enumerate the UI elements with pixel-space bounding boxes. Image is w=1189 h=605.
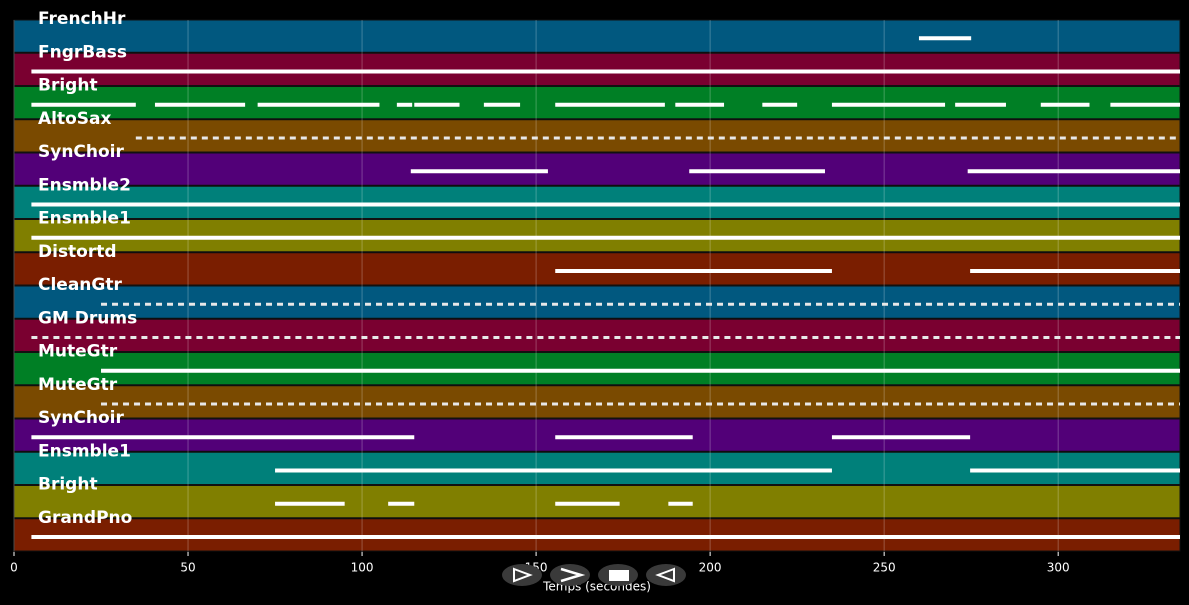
track-label: Distortd	[38, 242, 117, 262]
track-row	[13, 86, 1181, 120]
track-label: Bright	[38, 475, 98, 495]
track-label: MuteGtr	[38, 342, 118, 362]
playback-controls	[502, 564, 686, 586]
track-row	[13, 219, 1181, 253]
track-label: GrandPno	[38, 508, 132, 528]
track-label: Ensmble1	[38, 209, 131, 229]
forward-icon	[560, 567, 586, 583]
x-tick-label: 300	[1047, 561, 1070, 575]
track-label: Ensmble2	[38, 175, 131, 195]
track-label: SynChoir	[38, 408, 125, 428]
track-row	[13, 385, 1181, 419]
x-tick-label: 0	[10, 561, 18, 575]
track-row	[13, 285, 1181, 319]
track-row	[13, 352, 1181, 386]
track-label: AltoSax	[38, 109, 112, 129]
track-row	[13, 19, 1181, 53]
track-row	[13, 185, 1181, 219]
track-row	[13, 252, 1181, 286]
play-button[interactable]	[502, 564, 542, 586]
x-tick-label: 250	[873, 561, 896, 575]
tracks	[13, 19, 1181, 552]
track-label: MuteGtr	[38, 375, 118, 395]
notes	[31, 36, 1180, 540]
track-label: FrenchHr	[38, 9, 126, 29]
stop-icon	[609, 570, 629, 581]
grid: 050100150200250300	[10, 20, 1070, 575]
play-icon	[513, 567, 533, 583]
track-row	[13, 119, 1181, 153]
back-button[interactable]	[646, 564, 686, 586]
track-row	[13, 518, 1181, 552]
track-label: CleanGtr	[38, 275, 122, 295]
track-row	[13, 152, 1181, 186]
track-row	[13, 485, 1181, 519]
track-label: FngrBass	[38, 42, 127, 62]
forward-button[interactable]	[550, 564, 590, 586]
x-tick-label: 100	[351, 561, 374, 575]
back-icon	[655, 567, 675, 583]
x-tick-label: 200	[699, 561, 722, 575]
track-label: Bright	[38, 76, 98, 96]
track-label: Ensmble1	[38, 441, 131, 461]
track-row	[13, 52, 1181, 86]
track-row	[13, 451, 1181, 485]
track-row	[13, 418, 1181, 452]
track-labels: FrenchHr FngrBass Bright AltoSax SynChoir Ens…	[38, 9, 137, 528]
track-label: GM Drums	[38, 308, 137, 328]
track-row	[13, 318, 1181, 352]
track-label: SynChoir	[38, 142, 125, 162]
x-tick-label: 50	[180, 561, 195, 575]
